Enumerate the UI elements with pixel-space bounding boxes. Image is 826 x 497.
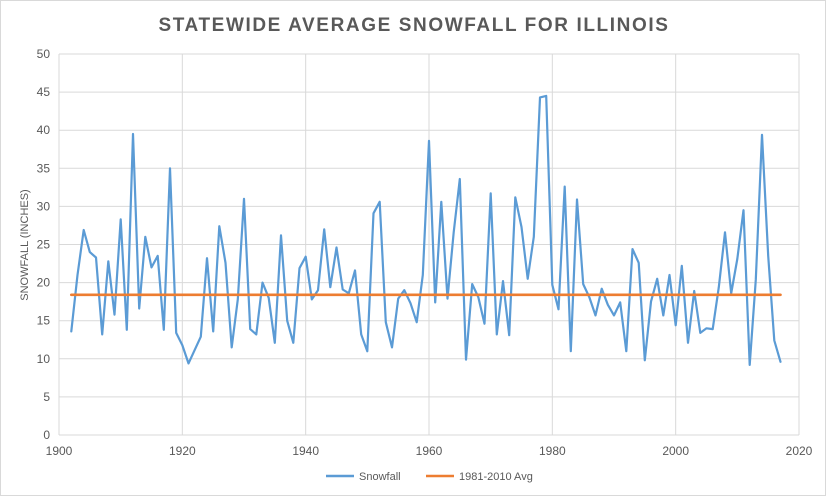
y-tick-label: 35	[37, 161, 51, 175]
x-axis-ticks: 1900 1920 1940 1960 1980 2000 2020	[46, 444, 813, 458]
x-tick-label: 1940	[292, 444, 319, 458]
y-axis-ticks: 0 5 10 15 20 25 30 35 40 45 50	[37, 47, 51, 442]
x-tick-label: 1980	[539, 444, 566, 458]
x-tick-label: 2020	[786, 444, 813, 458]
x-tick-label: 1900	[46, 444, 73, 458]
y-tick-label: 0	[43, 428, 50, 442]
grid-layer	[58, 53, 800, 436]
x-tick-label: 1960	[416, 444, 443, 458]
y-tick-label: 40	[37, 123, 51, 137]
chart-title: STATEWIDE AVERAGE SNOWFALL FOR ILLINOIS	[158, 15, 669, 36]
y-tick-label: 20	[37, 276, 51, 290]
legend-label: 1981-2010 Avg	[459, 471, 533, 483]
y-tick-label: 5	[43, 390, 50, 404]
series-line-snowfall	[70, 94, 782, 366]
x-tick-label: 1920	[169, 444, 196, 458]
y-tick-label: 25	[37, 238, 51, 252]
y-tick-label: 50	[37, 47, 51, 61]
y-tick-label: 45	[37, 85, 51, 99]
x-tick-label: 2000	[662, 444, 689, 458]
y-tick-label: 15	[37, 314, 51, 328]
y-tick-label: 30	[37, 199, 51, 213]
legend: Snowfall 1981-2010 Avg	[326, 471, 533, 483]
y-axis-title: SNOWFALL (INCHES)	[19, 189, 31, 300]
y-tick-label: 10	[37, 352, 51, 366]
series-layer	[70, 94, 782, 366]
legend-label: Snowfall	[359, 471, 401, 483]
